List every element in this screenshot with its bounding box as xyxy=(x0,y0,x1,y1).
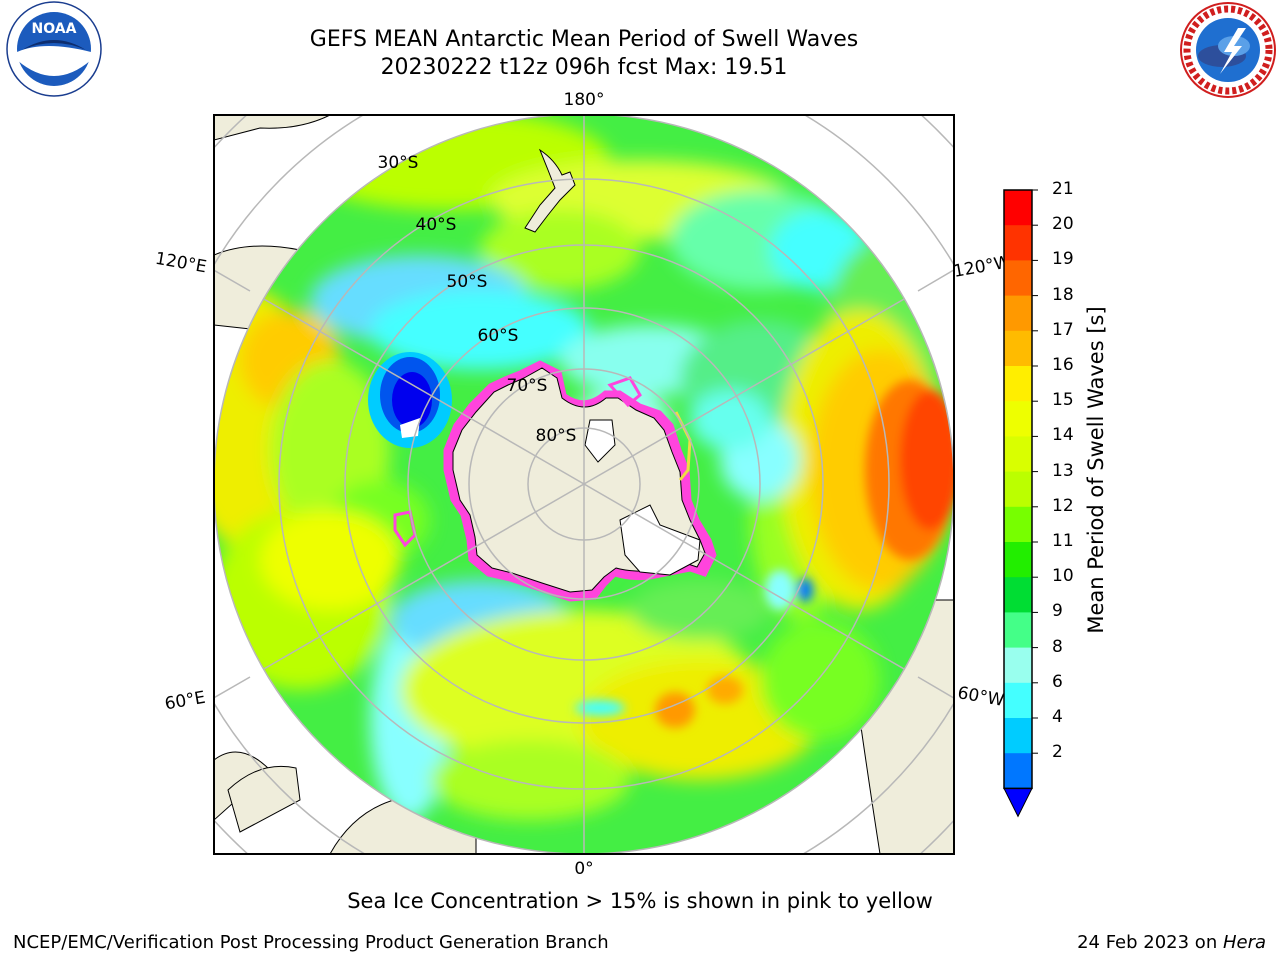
footer-branch: NCEP/EMC/Verification Post Processing Pr… xyxy=(13,932,609,953)
colorbar-segment xyxy=(1004,718,1032,754)
svg-text:NOAA: NOAA xyxy=(32,21,77,37)
noaa-logo: NOAA xyxy=(6,1,102,97)
colorbar-tick-label: 8 xyxy=(1052,636,1063,657)
lon-label-bottom: 0° xyxy=(574,859,593,879)
colorbar-tick-label: 13 xyxy=(1052,460,1074,481)
colorbar-tick-label: 12 xyxy=(1052,495,1074,516)
colorbar xyxy=(1003,189,1038,818)
colorbar-tick-label: 10 xyxy=(1052,566,1074,587)
colorbar-tick-label: 18 xyxy=(1052,284,1074,305)
colorbar-tick-label: 15 xyxy=(1052,390,1074,411)
latitude-labels: 30°S 40°S 50°S 60°S 70°S 80°S xyxy=(378,153,577,446)
lat-label: 60°S xyxy=(478,326,519,346)
lat-label: 70°S xyxy=(507,376,548,396)
colorbar-segment xyxy=(1004,612,1032,649)
colorbar-segment xyxy=(1004,647,1032,684)
lat-label: 30°S xyxy=(378,153,419,173)
colorbar-segment xyxy=(1004,401,1032,437)
colorbar-segment xyxy=(1004,225,1032,261)
colorbar-segment xyxy=(1004,366,1032,402)
lon-label-60w: 60°W xyxy=(956,683,1006,711)
map-frame xyxy=(213,114,955,855)
colorbar-segment xyxy=(1004,577,1032,613)
lon-label-top: 180° xyxy=(564,90,605,110)
colorbar-tick-label: 6 xyxy=(1052,671,1063,692)
lon-label-60e: 60°E xyxy=(163,688,207,715)
colorbar-frame xyxy=(1003,189,1033,790)
colorbar-segment xyxy=(1004,542,1032,578)
colorbar-segment xyxy=(1004,506,1032,543)
colorbar-segment xyxy=(1004,753,1032,789)
sea-ice-note: Sea Ice Concentration > 15% is shown in … xyxy=(347,889,933,913)
colorbar-tick-label: 11 xyxy=(1052,531,1074,551)
map-subtitle: 20230222 t12z 096h fcst Max: 19.51 xyxy=(380,55,788,80)
graticule xyxy=(214,115,954,854)
antarctica xyxy=(393,360,717,602)
colorbar-segment xyxy=(1004,471,1032,508)
colorbar-segment xyxy=(1004,330,1032,367)
colorbar-segment xyxy=(1004,190,1032,226)
colorbar-segment xyxy=(1004,436,1032,473)
new-zealand xyxy=(524,148,576,233)
footer-host: Hera xyxy=(1222,932,1266,953)
colorbar-segment xyxy=(1004,260,1032,297)
lat-label: 50°S xyxy=(447,272,488,292)
colorbar-extend-arrow xyxy=(1003,787,1033,818)
lon-label-120e: 120°E xyxy=(154,249,208,278)
colorbar-tick-label: 19 xyxy=(1052,249,1074,270)
colorbar-tick-label: 2 xyxy=(1052,742,1063,763)
colorbar-tick-label: 9 xyxy=(1052,601,1063,622)
national-weather-service-logo xyxy=(1180,2,1276,98)
colorbar-segment xyxy=(1004,295,1032,332)
colorbar-tick-label: 17 xyxy=(1052,319,1074,340)
colorbar-segment xyxy=(1004,682,1032,719)
colorbar-tick-label: 14 xyxy=(1052,425,1074,446)
map-title: GEFS MEAN Antarctic Mean Period of Swell… xyxy=(309,27,859,52)
colorbar-tick-label: 16 xyxy=(1052,355,1074,375)
footer-date: 24 Feb 2023 on Hera xyxy=(1077,932,1266,953)
colorbar-tick-label: 4 xyxy=(1052,707,1063,727)
footer-date-text: 24 Feb 2023 on xyxy=(1077,932,1223,953)
lat-label: 80°S xyxy=(536,426,577,446)
colorbar-tick-label: 21 xyxy=(1052,179,1074,199)
colorbar-tick-label: 20 xyxy=(1052,214,1074,235)
lat-label: 40°S xyxy=(416,215,457,235)
colorbar-title: Mean Period of Swell Waves [s] xyxy=(1084,306,1108,634)
